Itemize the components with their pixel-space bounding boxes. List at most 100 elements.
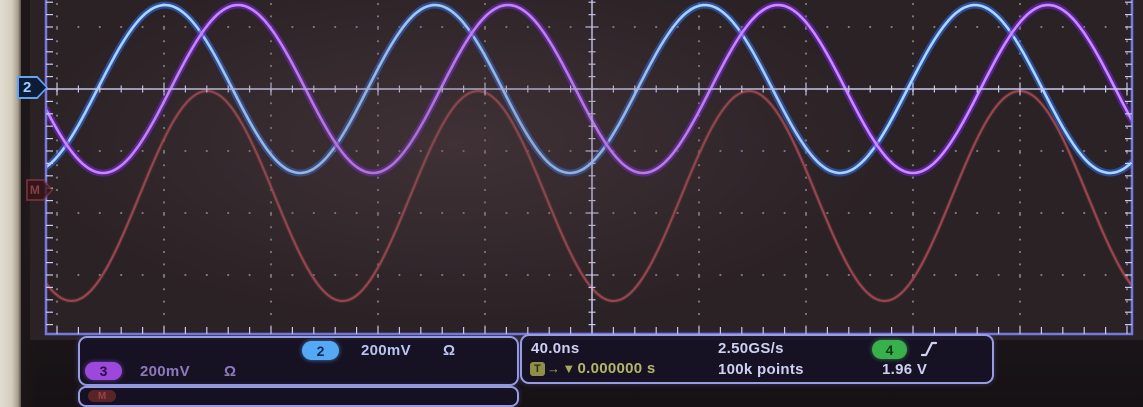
grid-dot [1104, 273, 1107, 277]
grid-dot [269, 238, 273, 241]
grid-dot [505, 273, 508, 277]
grid-dot [548, 149, 551, 153]
grid-dot [483, 176, 487, 179]
grid-dot [55, 114, 59, 117]
grid-dot [911, 250, 915, 254]
grid-dot [804, 139, 808, 142]
grid-dot [269, 2, 273, 6]
grid-dot [162, 151, 166, 154]
grid-dot [419, 149, 422, 153]
grid-dot [1018, 288, 1022, 291]
grid-dot [847, 149, 850, 153]
grid-dot [312, 211, 315, 215]
trigger-t-icon: T [530, 361, 545, 376]
grid-dot [911, 64, 915, 68]
grid-dot [55, 52, 59, 55]
grid-dot [376, 151, 380, 154]
grid-dot [633, 25, 636, 29]
sample-rate-readout: 2.50GS/s [718, 340, 784, 357]
grid-dot [804, 250, 808, 254]
grid-dot [804, 263, 808, 266]
grid-dot [997, 273, 1000, 277]
grid-dot [1125, 250, 1129, 254]
grid-dot [162, 52, 166, 55]
grid-dot [184, 273, 187, 277]
grid-dot [1125, 213, 1129, 216]
ch2-level-marker: 2 [17, 76, 48, 99]
grid-dot [740, 211, 743, 215]
grid-dot [826, 25, 829, 29]
grid-dot [911, 201, 915, 204]
grid-dot [483, 300, 487, 303]
grid-dot [141, 211, 144, 215]
grid-dot [869, 211, 872, 215]
grid-dot [697, 300, 701, 303]
grid-dot [911, 238, 915, 241]
trigger-position-row: T → ▼ 0.000000 s [530, 360, 656, 377]
grid-dot [462, 211, 465, 215]
grid-dot [227, 149, 230, 153]
grid-dot [227, 273, 230, 277]
grid-dot [162, 64, 166, 68]
grid-dot [911, 15, 915, 18]
grid-dot [1018, 325, 1022, 328]
grid-dot [804, 213, 808, 216]
grid-dot [954, 25, 957, 29]
grid-dot [804, 77, 808, 80]
grid-dot [55, 226, 59, 229]
grid-dot [1018, 164, 1022, 167]
grid-dot [441, 25, 444, 29]
grid-dot [890, 273, 893, 277]
grid-dot [55, 273, 59, 277]
grid-dot [976, 273, 979, 277]
grid-dot [184, 149, 187, 153]
grid-dot [655, 211, 658, 215]
grid-dot [911, 176, 915, 179]
grid-dot [376, 188, 380, 192]
grid-dot [269, 201, 273, 204]
grid-dot [1125, 300, 1129, 303]
grid-dot [1125, 15, 1129, 18]
grid-dot [804, 40, 808, 43]
grid-dot [312, 25, 315, 29]
grid-dot [1125, 139, 1129, 142]
grid-dot [1040, 211, 1043, 215]
grid-dot [719, 273, 722, 277]
grid-dot [1040, 273, 1043, 277]
grid-dot [55, 213, 59, 216]
grid-dot [205, 149, 208, 153]
grid-dot [911, 139, 915, 142]
math-level-marker: M [26, 179, 53, 201]
grid-dot [376, 114, 380, 117]
grid-dot [911, 40, 915, 43]
grid-dot [483, 151, 487, 154]
grid-dot [162, 149, 166, 153]
grid-dot [1125, 238, 1129, 241]
grid-dot [162, 77, 166, 80]
grid-dot [376, 27, 380, 30]
grid-dot [505, 149, 508, 153]
grid-dot [1083, 211, 1086, 215]
grid-dot [55, 164, 59, 167]
grid-dot [911, 2, 915, 6]
grid-dot [483, 275, 487, 278]
grid-dot [804, 188, 808, 192]
grid-dot [762, 25, 765, 29]
grid-dot [1018, 149, 1022, 153]
grid-dot [719, 211, 722, 215]
grid-dot [847, 273, 850, 277]
grid-dot [911, 151, 915, 154]
grid-dot [1018, 77, 1022, 80]
grid-dot [376, 25, 380, 29]
ch2-scale-readout: 200mV [361, 342, 411, 359]
ch3-badge: 3 [85, 362, 122, 380]
grid-dot [269, 52, 273, 55]
grid-dot [376, 211, 380, 215]
grid-dot [269, 325, 273, 328]
math-level-marker-body [28, 181, 51, 199]
grid-dot [376, 250, 380, 254]
grid-dot [269, 273, 273, 277]
grid-dot [376, 312, 380, 316]
grid-dot [1018, 126, 1022, 130]
grid-dot [334, 273, 337, 277]
